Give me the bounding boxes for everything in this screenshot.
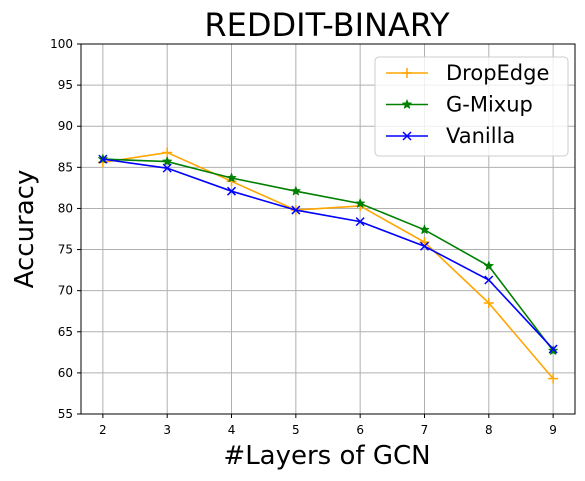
legend-marker-dropedge <box>402 68 412 78</box>
x-axis-ticks: 2 3 4 5 6 7 8 9 <box>99 414 557 437</box>
legend-label-vanilla: Vanilla <box>446 124 515 148</box>
data-point-dropedge <box>483 298 494 308</box>
series-line-vanilla <box>102 158 554 350</box>
x-tick-label: 4 <box>228 423 236 437</box>
data-point-g-mixup <box>354 197 366 209</box>
data-point-g-mixup <box>226 172 237 183</box>
legend-label-dropedge: DropEdge <box>446 61 549 85</box>
legend-marker-vanilla <box>402 131 412 141</box>
series-g-mixup <box>97 153 559 356</box>
legend: DropEdge G-Mixup Vanilla <box>374 56 569 157</box>
data-point-g-mixup <box>161 155 173 167</box>
x-tick-label: 3 <box>163 423 171 437</box>
y-axis-ticks: 55 60 65 70 75 80 85 90 95 100 <box>50 37 81 421</box>
series-dropedge <box>97 147 559 384</box>
data-point-g-mixup <box>547 345 559 356</box>
y-tick-label: 100 <box>50 37 73 51</box>
x-tick-label: 7 <box>421 423 429 437</box>
legend-label-g-mixup: G-Mixup <box>446 93 533 117</box>
series-line-dropedge <box>102 151 554 380</box>
data-point-vanilla <box>419 241 430 251</box>
data-point-vanilla <box>355 217 365 227</box>
x-tick-label: 2 <box>99 423 107 437</box>
legend-marker-g-mixup <box>401 98 413 110</box>
data-point-g-mixup <box>290 185 302 196</box>
y-tick-label: 75 <box>58 243 73 257</box>
data-point-g-mixup <box>483 260 495 271</box>
data-point-vanilla <box>484 275 494 285</box>
y-tick-label: 60 <box>58 366 73 380</box>
y-tick-label: 65 <box>58 325 73 339</box>
series-layer <box>97 147 559 384</box>
x-axis-label: #Layers of GCN <box>223 441 430 471</box>
data-point-vanilla <box>226 186 237 196</box>
data-point-dropedge <box>548 373 559 384</box>
data-point-g-mixup <box>419 224 430 235</box>
chart-title: REDDIT-BINARY <box>204 6 450 44</box>
y-tick-label: 95 <box>58 78 73 92</box>
y-tick-label: 80 <box>58 201 73 215</box>
data-point-vanilla <box>548 344 558 354</box>
data-point-dropedge <box>162 147 173 158</box>
data-point-vanilla <box>291 205 301 215</box>
legend-box <box>374 56 569 157</box>
x-tick-label: 9 <box>549 423 557 437</box>
plot-frame <box>80 43 576 415</box>
data-point-vanilla <box>162 163 172 173</box>
y-tick-label: 70 <box>58 284 73 298</box>
data-point-vanilla <box>98 154 108 164</box>
x-tick-label: 6 <box>356 423 364 437</box>
series-vanilla <box>98 154 558 354</box>
x-tick-label: 8 <box>485 423 493 437</box>
x-tick-label: 5 <box>292 423 300 437</box>
y-tick-label: 90 <box>58 119 73 133</box>
y-tick-label: 55 <box>58 407 73 421</box>
series-line-g-mixup <box>102 158 554 352</box>
y-axis-label: Accuracy <box>10 170 40 289</box>
y-tick-label: 85 <box>58 160 73 174</box>
